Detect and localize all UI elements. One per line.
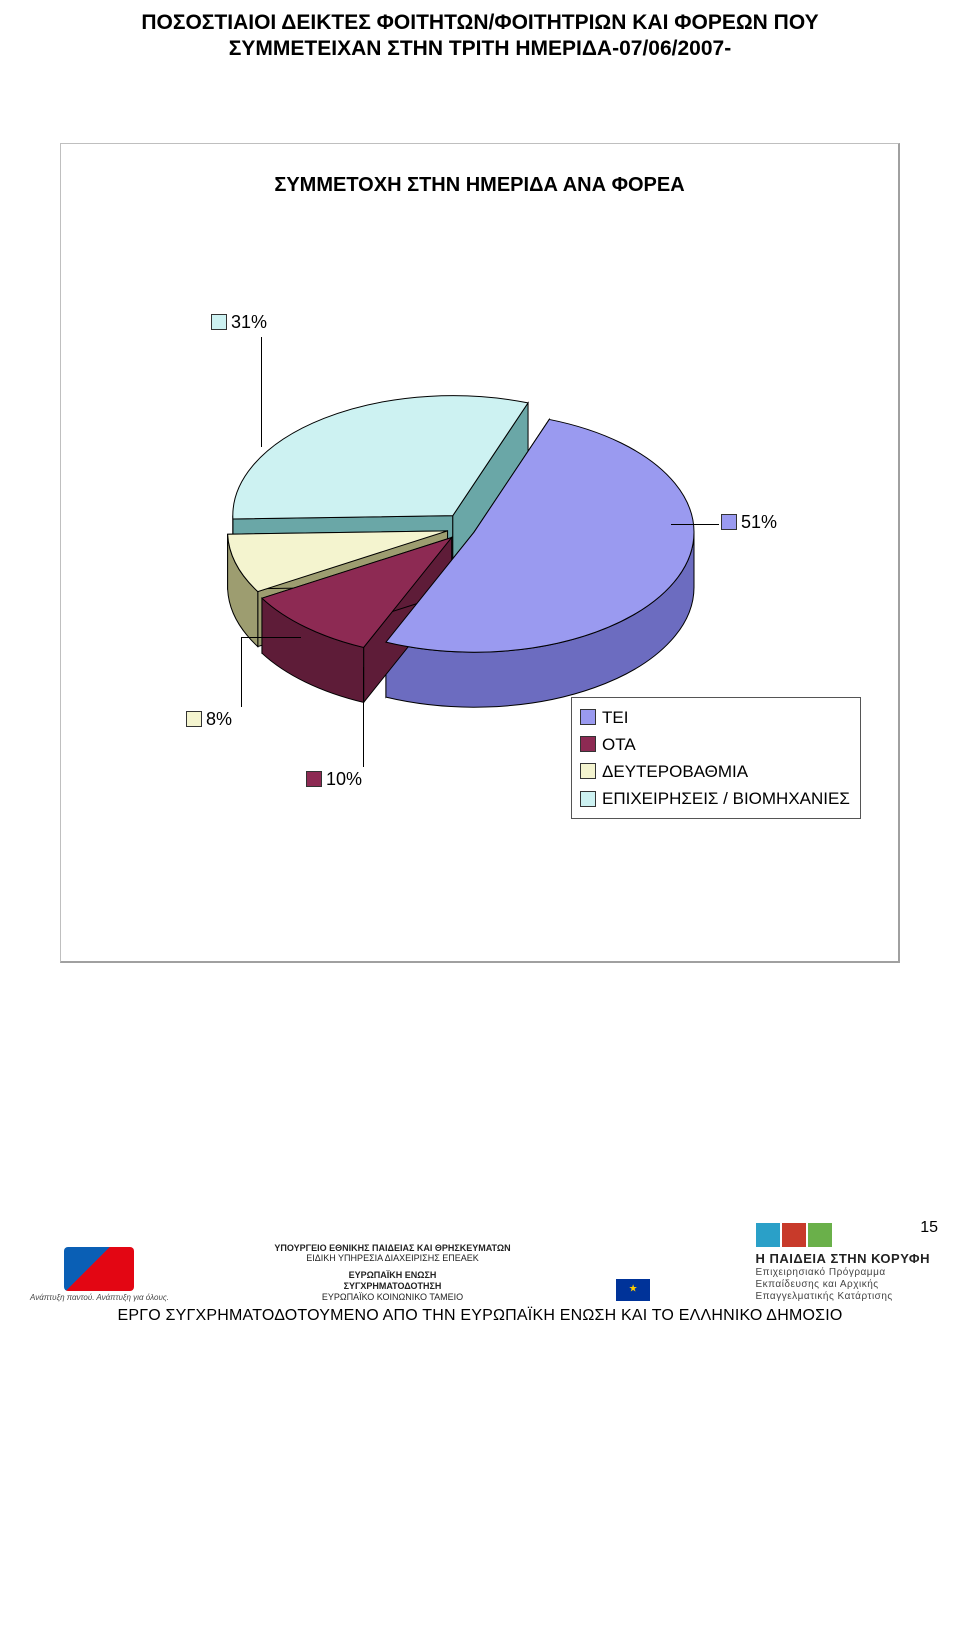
legend-label-ota: ΟΤΑ [602,731,636,758]
paideia-sub1: Επιχειρησιακό Πρόγραμμα [756,1267,886,1279]
swatch-8 [186,711,202,727]
legend-row-deut: ΔΕΥΤΕΡΟΒΑΘΜΙΑ [580,758,850,785]
legend-label-epix: ΕΠΙΧΕΙΡΗΣΕΙΣ / ΒΙΟΜΗΧΑΝΙΕΣ [602,785,850,812]
callout-8: 8% [186,709,232,730]
paideia-squares [756,1223,832,1247]
callout-10: 10% [306,769,362,790]
pie-chart: 31% 51% 8% 10% ΤΕΙ [81,217,878,837]
footer-logos-row: Ανάπτυξη παντού. Ανάπτυξη για όλους. ΥΠΟ… [0,1223,960,1303]
footer-right: Η ΠΑΙΔΕΙΑ ΣΤΗΝ ΚΟΡΥΦΗ Επιχειρησιακό Πρόγ… [756,1223,930,1303]
leader-51 [671,524,719,525]
title-line2: ΣΥΜΜΕΤΕΙΧΑΝ ΣΤΗΝ ΤΡΙΤΗ ΗΜΕΡΙΔΑ-07/06/200… [229,37,731,60]
legend-swatch-epix [580,791,596,807]
paideia-sub3: Επαγγελματικής Κατάρτισης [756,1291,893,1303]
legend-row-tei: ΤΕΙ [580,704,850,731]
page-title: ΠΟΣΟΣΤΙΑΙΟΙ ΔΕΙΚΤΕΣ ΦΟΙΤΗΤΩΝ/ΦΟΙΤΗΤΡΙΩΝ … [0,0,960,63]
footer-left-logo: Ανάπτυξη παντού. Ανάπτυξη για όλους. [30,1247,169,1303]
callout-51-label: 51% [741,512,777,533]
legend-row-epix: ΕΠΙΧΕΙΡΗΣΕΙΣ / ΒΙΟΜΗΧΑΝΙΕΣ [580,785,850,812]
square-1 [756,1223,780,1247]
center-l1: ΥΠΟΥΡΓΕΙΟ ΕΘΝΙΚΗΣ ΠΑΙΔΕΙΑΣ ΚΑΙ ΘΡΗΣΚΕΥΜΑ… [274,1243,510,1254]
leader-8a [241,637,242,707]
callout-31-label: 31% [231,312,267,333]
chart-title: ΣΥΜΜΕΤΟΧΗ ΣΤΗΝ ΗΜΕΡΙΔΑ ΑΝΑ ΦΟΡΕΑ [81,174,878,197]
legend-swatch-ota [580,736,596,752]
leader-31 [261,337,262,447]
leader-8b [241,637,301,638]
center-l5: ΕΥΡΩΠΑΪΚΟ ΚΟΙΝΩΝΙΚΟ ΤΑΜΕΙΟ [322,1292,463,1303]
swatch-10 [306,771,322,787]
center-l2: ΕΙΔΙΚΗ ΥΠΗΡΕΣΙΑ ΔΙΑΧΕΙΡΙΣΗΣ ΕΠΕΑΕΚ [306,1253,479,1264]
footer-tagline: Ανάπτυξη παντού. Ανάπτυξη για όλους. [30,1293,169,1303]
swatch-51 [721,514,737,530]
callout-31: 31% [211,312,267,333]
legend-label-tei: ΤΕΙ [602,704,628,731]
title-line1: ΠΟΣΟΣΤΙΑΙΟΙ ΔΕΙΚΤΕΣ ΦΟΙΤΗΤΩΝ/ΦΟΙΤΗΤΡΙΩΝ … [141,11,818,34]
paideia-sub2: Εκπαίδευσης και Αρχικής [756,1279,879,1291]
callout-51: 51% [721,512,777,533]
legend-label-deut: ΔΕΥΤΕΡΟΒΑΘΜΙΑ [602,758,748,785]
paideia-title: Η ΠΑΙΔΕΙΑ ΣΤΗΝ ΚΟΡΥΦΗ [756,1251,930,1267]
chart-container: ΣΥΜΜΕΤΟΧΗ ΣΤΗΝ ΗΜΕΡΙΔΑ ΑΝΑ ΦΟΡΕΑ 31% 51%… [60,143,900,963]
footer-cofinance-line: ΕΡΓΟ ΣΥΓΧΡΗΜΑΤΟΔΟΤΟΥΜΕΝΟ ΑΠΟ ΤΗΝ ΕΥΡΩΠΑΪ… [0,1303,960,1337]
legend-swatch-tei [580,709,596,725]
legend-row-ota: ΟΤΑ [580,731,850,758]
footer-center: ΥΠΟΥΡΓΕΙΟ ΕΘΝΙΚΗΣ ΠΑΙΔΕΙΑΣ ΚΑΙ ΘΡΗΣΚΕΥΜΑ… [274,1243,510,1303]
legend-swatch-deut [580,763,596,779]
eu-flag-icon [616,1279,650,1301]
callout-10-label: 10% [326,769,362,790]
footer: 15 Ανάπτυξη παντού. Ανάπτυξη για όλους. … [0,1223,960,1343]
page-number: 15 [920,1219,938,1237]
greece-2008-logo [64,1247,134,1291]
leader-10 [363,667,364,767]
square-3 [808,1223,832,1247]
footer-eu-flag-block [616,1279,650,1303]
square-2 [782,1223,806,1247]
legend: ΤΕΙ ΟΤΑ ΔΕΥΤΕΡΟΒΑΘΜΙΑ ΕΠΙΧΕΙΡΗΣΕΙΣ / ΒΙΟ… [571,697,861,820]
center-l3: ΕΥΡΩΠΑΪΚΗ ΕΝΩΣΗ [349,1270,437,1281]
swatch-31 [211,314,227,330]
center-l4: ΣΥΓΧΡΗΜΑΤΟΔΟΤΗΣΗ [344,1281,442,1292]
callout-8-label: 8% [206,709,232,730]
